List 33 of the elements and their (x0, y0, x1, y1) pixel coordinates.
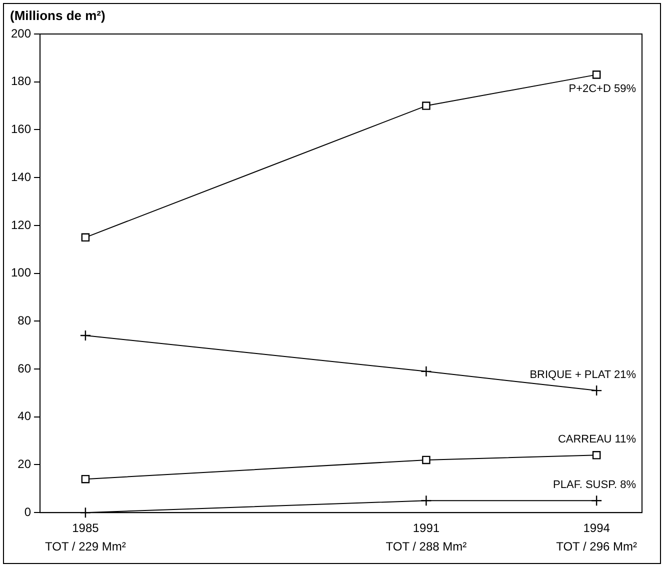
series-label: BRIQUE + PLAT 21% (530, 369, 636, 382)
point (590, 495, 602, 506)
x-tick-label: 1985 (72, 521, 100, 536)
point (81, 233, 90, 242)
point (592, 451, 601, 460)
y-tick-label: 140 (10, 170, 32, 184)
x-tick-label: 1991 (412, 521, 440, 536)
series-label: CARREAU 11% (558, 434, 636, 446)
point (592, 70, 601, 79)
y-tick-label: 160 (10, 122, 32, 136)
y-axis-title: (Millions de m²) (10, 8, 106, 23)
point (422, 102, 430, 110)
text: TOT / 296 Mm² (556, 539, 638, 554)
y-tick-label: 200 (10, 26, 32, 40)
y-tick-label: 80 (18, 313, 32, 328)
series-label: PLAF. SUSP. 8% (553, 479, 636, 492)
y-tick-label: 100 (10, 266, 32, 280)
text: TOT / 288 Mm² (386, 539, 467, 554)
text: TOT / 229 Mm² (45, 539, 126, 554)
y-tick-label: 0 (24, 504, 32, 519)
x-tick-label: 1994 (583, 521, 610, 536)
y-tick-label: 40 (18, 409, 32, 424)
y-tick-label: 120 (10, 218, 32, 232)
y-tick-label: 20 (18, 457, 32, 472)
y-tick-label: 180 (10, 74, 32, 88)
point (420, 366, 432, 378)
point (590, 384, 602, 396)
point (81, 474, 90, 484)
point (420, 495, 432, 506)
series-label: P+2C+D 59% (568, 83, 636, 96)
point (422, 456, 430, 464)
y-tick-label: 60 (18, 361, 32, 376)
point (80, 330, 92, 342)
